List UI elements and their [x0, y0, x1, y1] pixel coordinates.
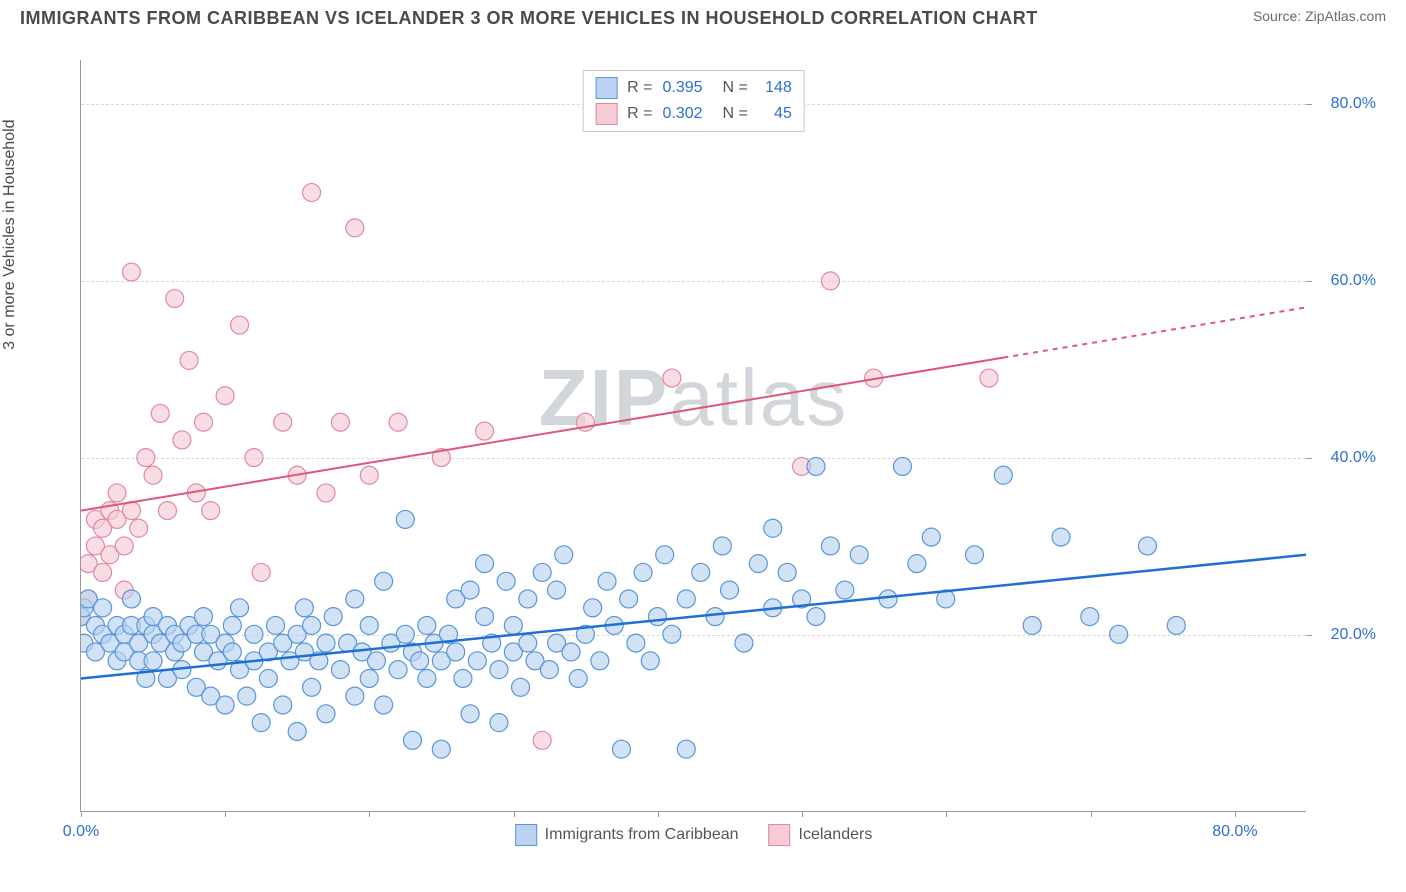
legend-n-label: N = — [723, 105, 748, 123]
trend-line-dashed — [1003, 307, 1306, 357]
chart-title: IMMIGRANTS FROM CARIBBEAN VS ICELANDER 3… — [20, 8, 1038, 29]
trend-line — [81, 555, 1306, 679]
legend-n-value: 148 — [758, 79, 792, 97]
x-tick — [802, 811, 803, 817]
y-tick — [1306, 458, 1312, 459]
x-tick — [1091, 811, 1092, 817]
chart-area: 3 or more Vehicles in Household ZIPatlas… — [20, 50, 1386, 862]
y-tick-label: 40.0% — [1316, 449, 1376, 467]
legend-n-value: 45 — [758, 105, 792, 123]
x-tick-label: 80.0% — [1212, 823, 1257, 841]
legend-r-value: 0.395 — [663, 79, 713, 97]
legend-swatch — [595, 103, 617, 125]
legend-r-value: 0.302 — [663, 105, 713, 123]
legend-r-label: R = — [627, 105, 652, 123]
legend-swatch — [769, 824, 791, 846]
legend-label: Immigrants from Caribbean — [545, 826, 739, 844]
legend-r-label: R = — [627, 79, 652, 97]
legend-swatch — [515, 824, 537, 846]
series-legend: Immigrants from Caribbean Icelanders — [515, 824, 873, 846]
y-tick-label: 20.0% — [1316, 626, 1376, 644]
y-tick-label: 60.0% — [1316, 272, 1376, 290]
x-tick — [81, 811, 82, 817]
legend-swatch — [595, 77, 617, 99]
x-tick — [514, 811, 515, 817]
legend-n-label: N = — [723, 79, 748, 97]
legend-item: Icelanders — [769, 824, 873, 846]
x-tick — [1235, 811, 1236, 817]
trend-line — [81, 358, 1003, 511]
legend-row: R = 0.302 N = 45 — [595, 101, 792, 127]
y-tick — [1306, 281, 1312, 282]
x-tick — [225, 811, 226, 817]
x-tick — [658, 811, 659, 817]
x-tick — [369, 811, 370, 817]
y-axis-label: 3 or more Vehicles in Household — [1, 119, 19, 349]
trend-lines-layer — [81, 60, 1306, 811]
y-tick — [1306, 104, 1312, 105]
x-tick-label: 0.0% — [63, 823, 99, 841]
correlation-legend: R = 0.395 N = 148 R = 0.302 N = 45 — [582, 70, 805, 132]
y-tick — [1306, 635, 1312, 636]
legend-row: R = 0.395 N = 148 — [595, 75, 792, 101]
legend-item: Immigrants from Caribbean — [515, 824, 739, 846]
x-tick — [946, 811, 947, 817]
legend-label: Icelanders — [799, 826, 873, 844]
y-tick-label: 80.0% — [1316, 95, 1376, 113]
chart-source: Source: ZipAtlas.com — [1253, 8, 1386, 24]
plot-area: ZIPatlas R =0.395N =148R =0.302N =45 Imm… — [80, 60, 1306, 812]
